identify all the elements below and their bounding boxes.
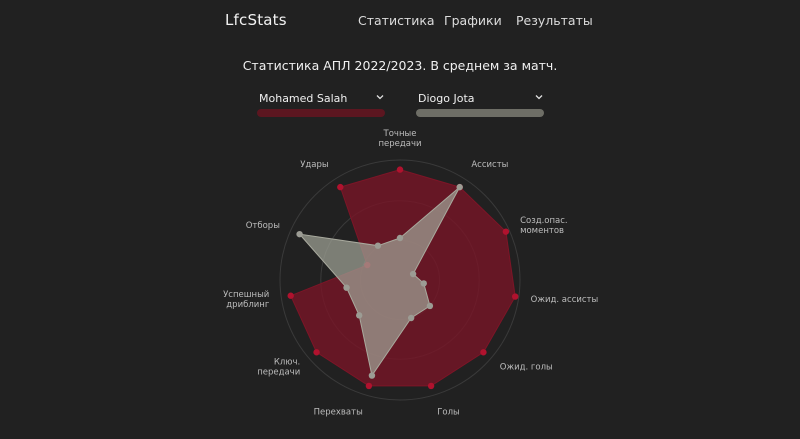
player-2-color-bar xyxy=(416,109,544,117)
chevron-down-icon xyxy=(376,95,384,100)
axis-label-line: Ожид. ассисты xyxy=(531,295,599,305)
axis-label-line: Отборы xyxy=(246,221,280,231)
series-area-2 xyxy=(298,186,461,377)
series-2-point-10 xyxy=(374,242,382,249)
axis-label-line: моментов xyxy=(520,226,564,236)
series-2-point-8 xyxy=(343,284,350,291)
axis-label-7: Ключ. передачи xyxy=(257,357,300,377)
series-1-point-5 xyxy=(427,382,435,390)
series-2-point-3 xyxy=(420,280,427,287)
nav-link-statistics[interactable]: Статистика xyxy=(358,13,435,28)
axis-label-1: Ассисты xyxy=(471,160,508,170)
player-1-color-bar xyxy=(257,109,385,117)
axis-label-4: Ожид. голы xyxy=(500,362,553,372)
axis-label-0: Точные передачи xyxy=(378,129,421,149)
nav-link-results[interactable]: Результаты xyxy=(516,13,593,28)
axis-label-line: Успешный xyxy=(223,290,269,300)
series-2-point-0 xyxy=(396,234,404,242)
series-2-point-2 xyxy=(409,270,417,278)
nav-link-charts[interactable]: Графики xyxy=(444,13,502,28)
axis-label-5: Голы xyxy=(437,408,460,418)
axis-label-line: Голы xyxy=(437,408,460,418)
series-1-point-8 xyxy=(287,292,294,299)
chevron-down-icon xyxy=(535,95,543,100)
series-1-point-0 xyxy=(396,166,404,173)
series-1-point-2 xyxy=(502,228,510,235)
series-2-point-7 xyxy=(355,312,363,319)
logo[interactable]: LfcStats xyxy=(225,11,287,29)
axis-label-8: Успешный дриблинг xyxy=(223,290,270,310)
axis-label-line: Ключ. xyxy=(274,357,300,367)
axis-label-line: Перехваты xyxy=(314,408,363,418)
axis-label-line: Ожид. голы xyxy=(500,362,553,372)
nav-links: Статистика Графики Результаты xyxy=(0,13,800,33)
grid-ring-2 xyxy=(279,159,521,401)
series-2-point-5 xyxy=(407,314,415,322)
player-select-2[interactable]: Diogo Jota xyxy=(416,90,544,108)
series-1-point-4 xyxy=(480,349,487,356)
axis-label-line: Ассисты xyxy=(471,160,508,170)
axis-label-10: Удары xyxy=(300,160,328,170)
series-1-point-3 xyxy=(512,293,519,300)
series-2-point-1 xyxy=(456,183,463,191)
axis-label-line: передачи xyxy=(378,139,421,149)
series-1-point-6 xyxy=(365,382,373,390)
player-select-2-value: Diogo Jota xyxy=(418,92,475,105)
series-2-point-9 xyxy=(296,230,303,238)
axis-label-2: Созд.опас. моментов xyxy=(520,216,568,236)
axis-label-6: Перехваты xyxy=(314,408,363,418)
axis-label-line: Точные xyxy=(383,129,417,139)
axis-label-9: Отборы xyxy=(246,221,280,231)
page-title: Статистика АПЛ 2022/2023. В среднем за м… xyxy=(242,58,558,73)
axis-label-3: Ожид. ассисты xyxy=(531,295,599,305)
player-select-1-value: Mohamed Salah xyxy=(259,92,348,105)
series-1-point-10 xyxy=(337,183,344,191)
player-select-1[interactable]: Mohamed Salah xyxy=(257,90,385,108)
axis-label-line: передачи xyxy=(257,367,300,377)
series-2-point-6 xyxy=(368,372,376,379)
axis-label-line: Удары xyxy=(300,160,328,170)
axis-label-line: дриблинг xyxy=(226,300,270,310)
series-2-point-4 xyxy=(426,302,434,310)
axis-label-line: Созд.опас. xyxy=(520,216,568,226)
series-1-point-7 xyxy=(313,349,320,356)
